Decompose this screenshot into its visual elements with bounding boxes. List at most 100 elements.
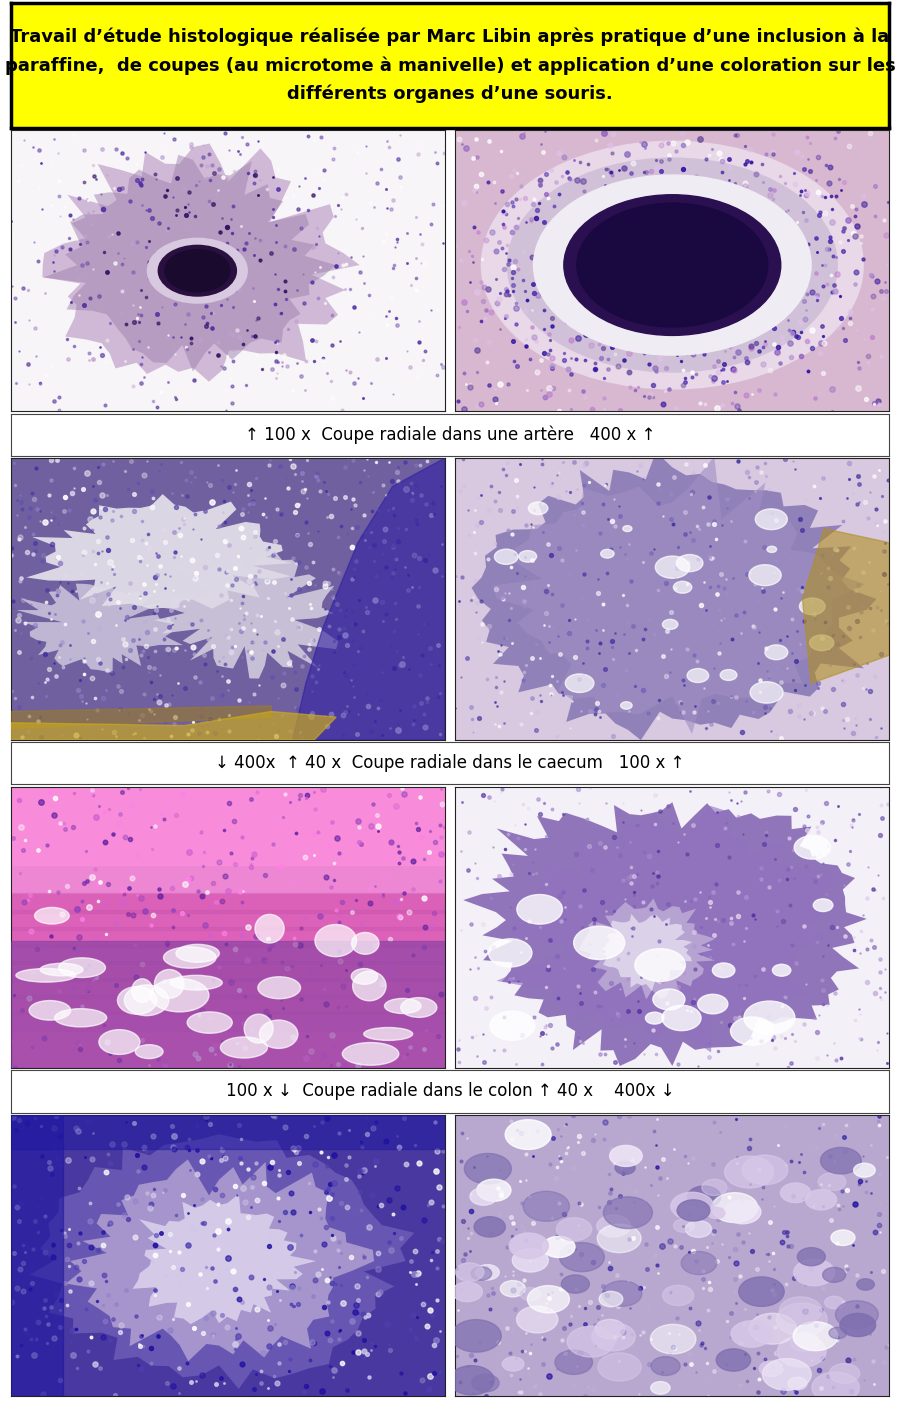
Ellipse shape	[255, 914, 284, 944]
Circle shape	[765, 645, 788, 659]
Circle shape	[806, 1189, 837, 1209]
PathPatch shape	[66, 1160, 374, 1361]
Ellipse shape	[259, 1020, 298, 1049]
Circle shape	[651, 1324, 696, 1354]
Circle shape	[452, 1282, 482, 1302]
Circle shape	[560, 1242, 605, 1272]
Circle shape	[698, 995, 728, 1013]
Circle shape	[471, 1266, 491, 1280]
PathPatch shape	[154, 553, 338, 679]
Circle shape	[634, 949, 685, 982]
Circle shape	[512, 1249, 548, 1272]
PathPatch shape	[26, 495, 292, 610]
Text: Travail d’étude histologique réalisée par Marc Libin après pratique d’une inclus: Travail d’étude histologique réalisée pa…	[4, 27, 896, 104]
Polygon shape	[11, 706, 271, 729]
Circle shape	[779, 1297, 822, 1324]
Circle shape	[778, 1336, 826, 1367]
Circle shape	[821, 1147, 861, 1174]
Circle shape	[563, 195, 781, 335]
Ellipse shape	[16, 969, 76, 982]
PathPatch shape	[497, 806, 842, 1053]
Circle shape	[777, 1303, 827, 1336]
Ellipse shape	[257, 976, 301, 999]
Circle shape	[598, 1353, 642, 1381]
PathPatch shape	[579, 898, 716, 999]
Ellipse shape	[351, 969, 378, 985]
Circle shape	[662, 1005, 701, 1030]
Circle shape	[755, 509, 788, 530]
Ellipse shape	[384, 999, 421, 1013]
Circle shape	[599, 1292, 623, 1307]
Ellipse shape	[99, 1030, 140, 1054]
Ellipse shape	[155, 969, 184, 999]
Bar	[11, 1012, 445, 1032]
Circle shape	[673, 1219, 695, 1232]
Circle shape	[780, 1184, 811, 1202]
Circle shape	[562, 1275, 590, 1293]
Circle shape	[509, 1233, 548, 1259]
Ellipse shape	[135, 1044, 163, 1059]
Circle shape	[602, 1280, 642, 1306]
Circle shape	[772, 965, 791, 976]
Circle shape	[597, 1215, 631, 1236]
Circle shape	[158, 246, 237, 296]
Circle shape	[793, 1322, 838, 1351]
Ellipse shape	[29, 1000, 71, 1020]
Ellipse shape	[118, 986, 157, 1015]
Ellipse shape	[34, 908, 69, 924]
PathPatch shape	[493, 456, 865, 733]
Circle shape	[677, 1199, 710, 1221]
Circle shape	[762, 1358, 811, 1390]
Circle shape	[749, 564, 781, 585]
Circle shape	[857, 1279, 874, 1290]
Ellipse shape	[124, 985, 169, 1016]
Circle shape	[451, 1320, 501, 1353]
Circle shape	[744, 1000, 795, 1034]
Text: ↓ 400x  ↑ 40 x  Coupe radiale dans le caecum   100 x ↑: ↓ 400x ↑ 40 x Coupe radiale dans le caec…	[215, 755, 685, 772]
Circle shape	[831, 1231, 855, 1246]
Circle shape	[603, 1196, 652, 1229]
Circle shape	[824, 1296, 844, 1309]
Ellipse shape	[244, 1015, 273, 1043]
Bar	[11, 941, 445, 1067]
Circle shape	[489, 939, 532, 966]
Circle shape	[470, 1188, 497, 1205]
Circle shape	[797, 1248, 825, 1266]
Circle shape	[823, 1268, 846, 1282]
Circle shape	[472, 1374, 500, 1393]
Bar	[11, 894, 445, 914]
Circle shape	[829, 1327, 847, 1339]
Circle shape	[731, 1017, 774, 1044]
Bar	[11, 1114, 445, 1148]
Circle shape	[853, 1164, 875, 1177]
Circle shape	[598, 1225, 641, 1253]
Circle shape	[556, 1218, 591, 1241]
Circle shape	[475, 1265, 500, 1280]
Circle shape	[616, 1161, 635, 1174]
Circle shape	[662, 1285, 694, 1306]
Bar	[11, 944, 445, 963]
Circle shape	[505, 1120, 551, 1150]
Circle shape	[750, 682, 783, 703]
Circle shape	[818, 1172, 846, 1191]
Circle shape	[600, 550, 614, 558]
Circle shape	[794, 836, 831, 860]
Circle shape	[687, 668, 708, 682]
Ellipse shape	[220, 1037, 267, 1059]
Circle shape	[621, 702, 632, 709]
Ellipse shape	[352, 932, 379, 955]
Circle shape	[713, 963, 735, 978]
Circle shape	[595, 1319, 625, 1339]
Circle shape	[518, 550, 536, 563]
Circle shape	[567, 1326, 615, 1357]
Circle shape	[724, 1199, 760, 1223]
Circle shape	[686, 1221, 711, 1238]
Circle shape	[502, 1357, 524, 1371]
Ellipse shape	[364, 1027, 413, 1040]
Bar	[11, 995, 445, 1015]
Circle shape	[592, 1323, 635, 1351]
Circle shape	[673, 581, 692, 593]
Ellipse shape	[131, 979, 153, 1002]
Circle shape	[840, 1313, 876, 1337]
Bar	[11, 786, 445, 865]
